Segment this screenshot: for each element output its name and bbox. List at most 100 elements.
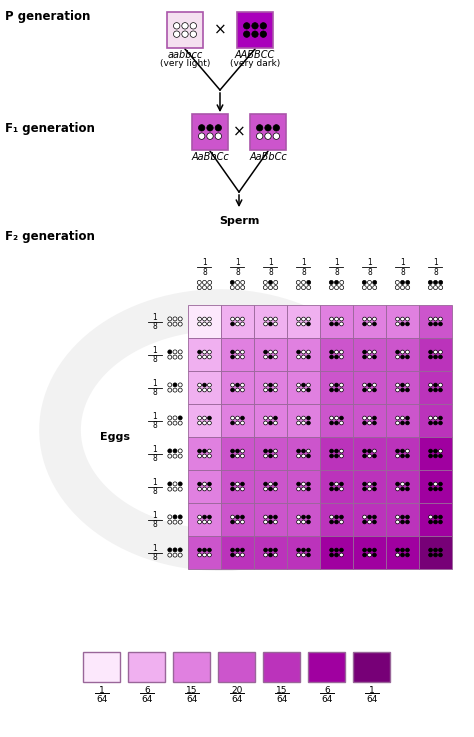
- Circle shape: [428, 350, 432, 354]
- Circle shape: [297, 416, 301, 420]
- Circle shape: [339, 383, 343, 387]
- Bar: [264, 652, 301, 682]
- Bar: [254, 437, 287, 470]
- Circle shape: [297, 520, 301, 524]
- Circle shape: [301, 553, 305, 557]
- Circle shape: [434, 280, 438, 284]
- Circle shape: [329, 383, 334, 387]
- Circle shape: [401, 553, 404, 557]
- Bar: [254, 536, 287, 569]
- Circle shape: [362, 280, 366, 284]
- Circle shape: [339, 421, 343, 425]
- Circle shape: [198, 388, 201, 392]
- Circle shape: [329, 482, 334, 486]
- Circle shape: [168, 350, 172, 354]
- Circle shape: [190, 23, 197, 29]
- Circle shape: [396, 388, 400, 392]
- Circle shape: [406, 383, 410, 387]
- Text: 64: 64: [231, 695, 243, 704]
- Circle shape: [329, 454, 334, 458]
- Circle shape: [231, 383, 235, 387]
- Circle shape: [438, 383, 442, 387]
- Circle shape: [401, 350, 404, 354]
- Circle shape: [373, 449, 376, 453]
- Circle shape: [244, 23, 250, 29]
- Text: AaBbCc: AaBbCc: [249, 152, 287, 162]
- Circle shape: [265, 133, 271, 139]
- Circle shape: [168, 548, 172, 552]
- Circle shape: [240, 553, 244, 557]
- Text: 1: 1: [235, 257, 240, 267]
- Circle shape: [339, 449, 343, 453]
- Circle shape: [208, 421, 211, 425]
- Circle shape: [307, 322, 310, 326]
- Circle shape: [367, 286, 372, 290]
- Circle shape: [301, 421, 305, 425]
- Text: 8: 8: [153, 355, 157, 364]
- Circle shape: [168, 322, 172, 326]
- Bar: [419, 371, 452, 404]
- Circle shape: [396, 454, 400, 458]
- Circle shape: [395, 286, 399, 290]
- Circle shape: [401, 421, 404, 425]
- Bar: [188, 404, 221, 437]
- Circle shape: [368, 416, 372, 420]
- Circle shape: [428, 515, 432, 519]
- Circle shape: [263, 280, 267, 284]
- Circle shape: [428, 454, 432, 458]
- Circle shape: [396, 553, 400, 557]
- Circle shape: [202, 454, 206, 458]
- Circle shape: [273, 322, 277, 326]
- Circle shape: [231, 421, 235, 425]
- Circle shape: [264, 388, 267, 392]
- Circle shape: [236, 454, 239, 458]
- Circle shape: [428, 482, 432, 486]
- Circle shape: [438, 421, 442, 425]
- Text: Eggs: Eggs: [100, 432, 130, 442]
- Circle shape: [252, 31, 258, 38]
- Bar: [386, 404, 419, 437]
- Text: 1: 1: [153, 544, 157, 553]
- Bar: [237, 12, 273, 48]
- Circle shape: [173, 388, 177, 392]
- Circle shape: [335, 520, 338, 524]
- Circle shape: [307, 520, 310, 524]
- Circle shape: [438, 355, 442, 359]
- Circle shape: [301, 286, 306, 290]
- Circle shape: [256, 125, 263, 131]
- Circle shape: [396, 350, 400, 354]
- Circle shape: [178, 553, 182, 557]
- Circle shape: [373, 520, 376, 524]
- Circle shape: [335, 286, 338, 290]
- Bar: [188, 437, 221, 470]
- Circle shape: [373, 317, 376, 321]
- Bar: [353, 305, 386, 338]
- Circle shape: [339, 454, 343, 458]
- Circle shape: [401, 548, 404, 552]
- Circle shape: [269, 553, 273, 557]
- Circle shape: [396, 322, 400, 326]
- Circle shape: [438, 548, 442, 552]
- Circle shape: [401, 388, 404, 392]
- Circle shape: [438, 322, 442, 326]
- Circle shape: [363, 548, 366, 552]
- Circle shape: [240, 383, 244, 387]
- Bar: [320, 437, 353, 470]
- Circle shape: [273, 133, 280, 139]
- Circle shape: [335, 454, 338, 458]
- Circle shape: [198, 383, 201, 387]
- Circle shape: [406, 548, 410, 552]
- Circle shape: [329, 553, 334, 557]
- Circle shape: [269, 416, 273, 420]
- Bar: [320, 305, 353, 338]
- Circle shape: [406, 388, 410, 392]
- Circle shape: [329, 355, 334, 359]
- Circle shape: [401, 322, 404, 326]
- Bar: [419, 338, 452, 371]
- Circle shape: [173, 416, 177, 420]
- Circle shape: [178, 416, 182, 420]
- Bar: [254, 470, 287, 503]
- Circle shape: [240, 482, 244, 486]
- Text: 8: 8: [153, 421, 157, 430]
- Circle shape: [236, 317, 239, 321]
